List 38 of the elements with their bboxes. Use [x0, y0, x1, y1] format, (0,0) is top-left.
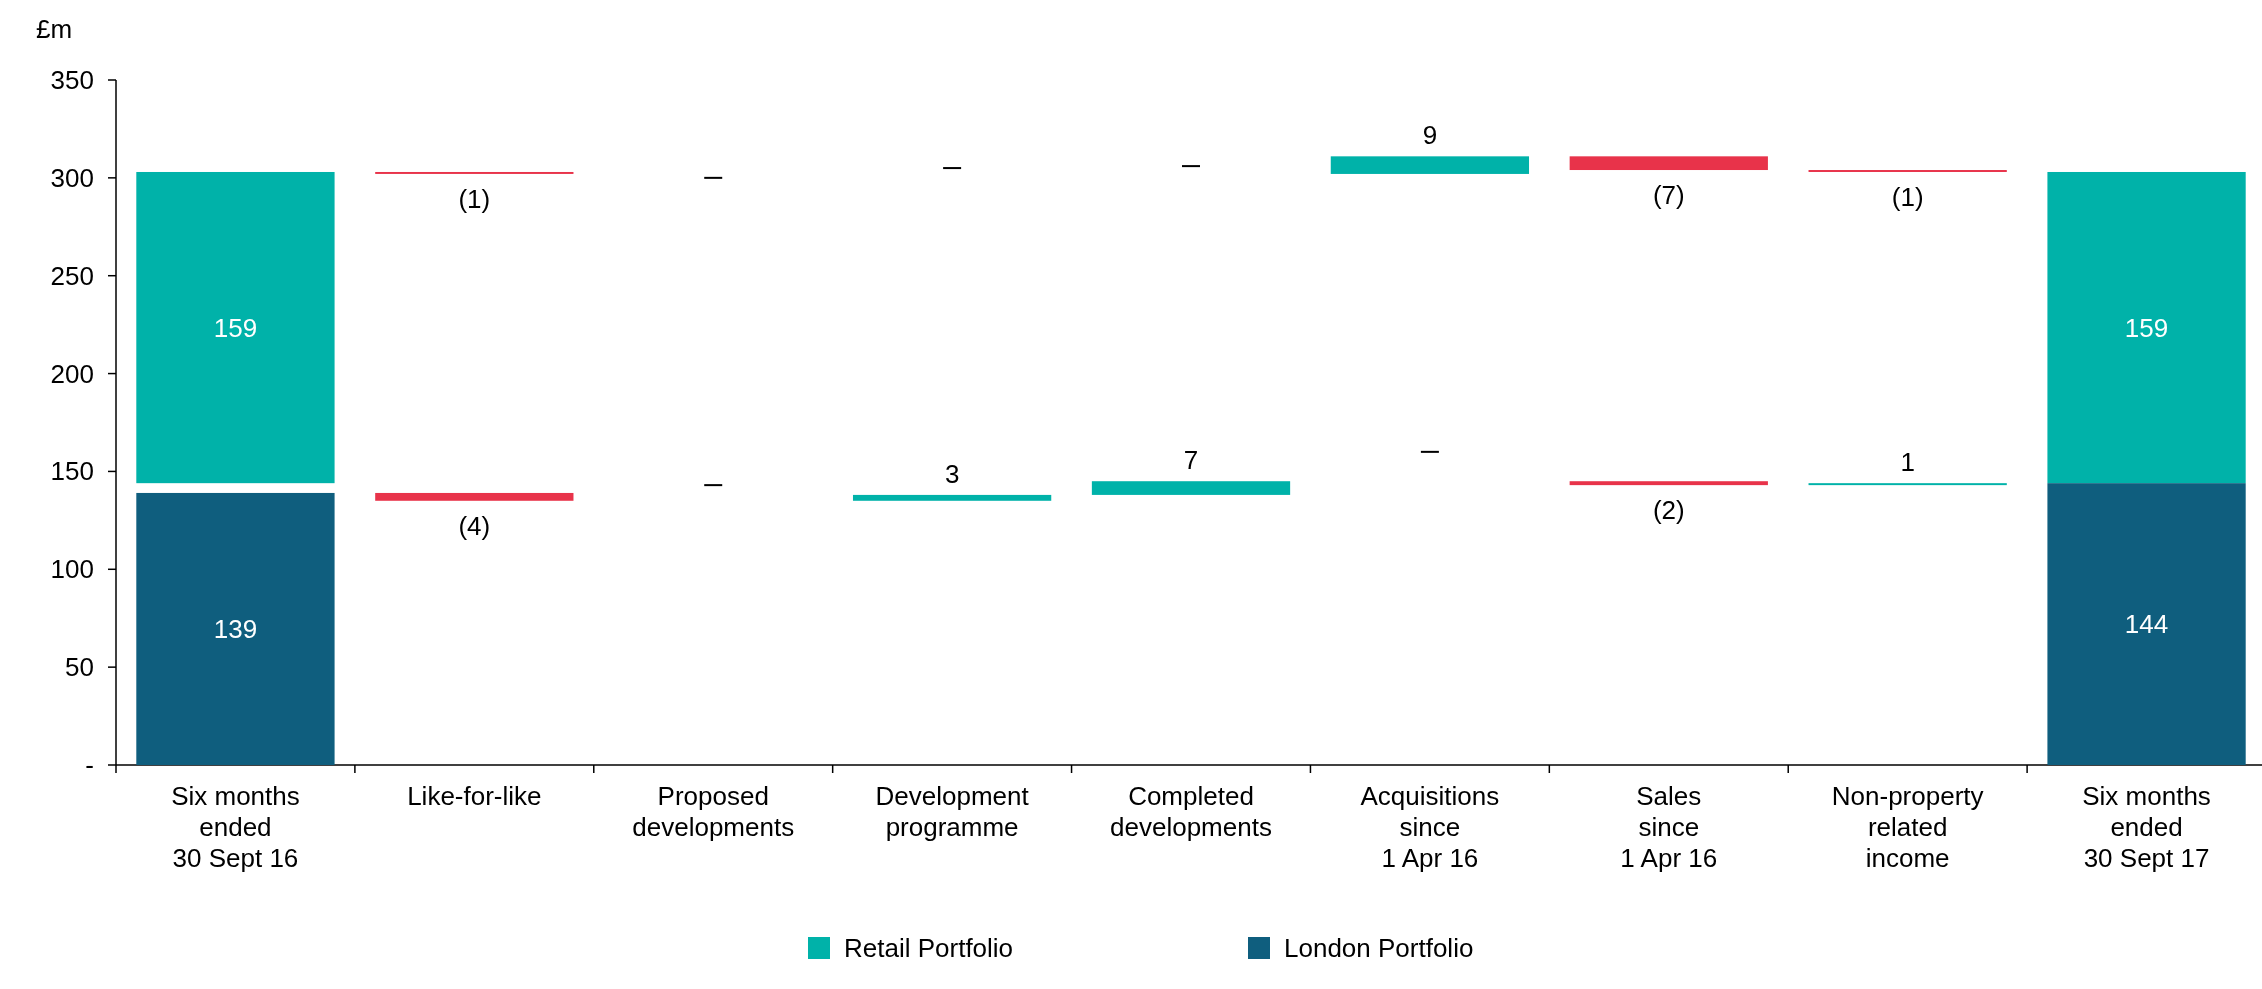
y-tick-label: 150 — [50, 456, 94, 487]
data-label: 159 — [2124, 312, 2169, 343]
data-label: (4) — [458, 510, 491, 541]
data-label: 9 — [1422, 120, 1438, 151]
data-label: 159 — [213, 312, 258, 343]
x-tick-label: Six months ended 30 Sept 16 — [171, 781, 300, 873]
x-tick-label: Acquisitions since 1 Apr 16 — [1360, 781, 1500, 873]
y-tick-label: 350 — [50, 65, 94, 95]
legend-label: Retail Portfolio — [844, 933, 1014, 963]
bar — [2047, 483, 2246, 765]
data-label: (1) — [458, 183, 491, 214]
bar — [1091, 481, 1291, 495]
bar — [852, 494, 1052, 501]
x-tick-label: Non-property related income — [1831, 781, 1984, 873]
x-tick-label: Six months ended 30 Sept 17 — [2082, 781, 2211, 873]
y-tick-label: 300 — [50, 162, 94, 193]
y-tick-label: 50 — [65, 652, 94, 683]
data-label: 3 — [944, 458, 960, 489]
x-tick-label: Sales since 1 Apr 16 — [1620, 781, 1718, 873]
x-tick-label: Proposed developments — [632, 781, 795, 842]
x-tick-label: Like-for-like — [407, 781, 542, 811]
legend-label: London Portfolio — [1284, 933, 1474, 963]
data-label: (1) — [1891, 181, 1924, 212]
data-label: (7) — [1652, 180, 1685, 211]
bar — [136, 492, 335, 765]
x-tick-label: Completed developments — [1110, 781, 1272, 842]
y-tick-label: 250 — [50, 260, 94, 291]
x-tick-label: Development programme — [875, 781, 1030, 842]
data-label: 7 — [1183, 445, 1199, 476]
y-tick-label: 200 — [50, 358, 94, 389]
y-axis-title: £m — [36, 14, 73, 44]
y-tick-label: 100 — [50, 554, 94, 585]
data-label: 144 — [2124, 609, 2169, 640]
data-label: 1 — [1900, 447, 1915, 478]
data-label: 139 — [213, 613, 258, 644]
bar — [1569, 156, 1768, 171]
y-tick-label: - — [85, 750, 94, 780]
data-label: (2) — [1652, 495, 1685, 526]
